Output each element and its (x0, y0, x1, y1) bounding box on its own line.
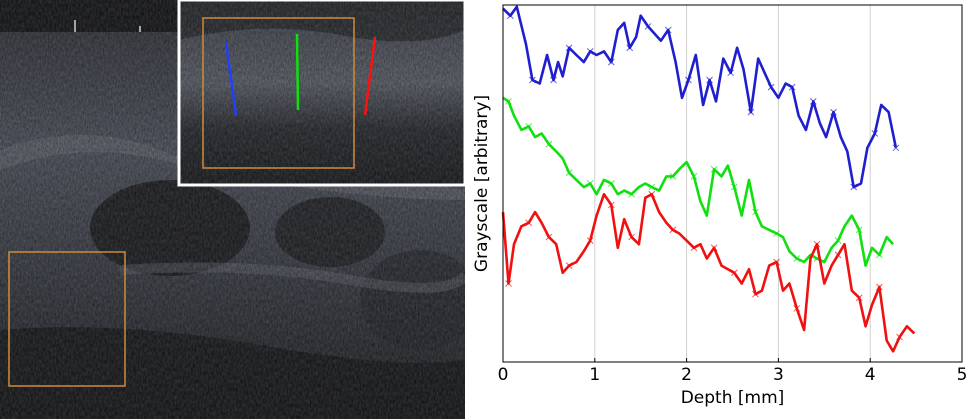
grayscale-profile-chart: 0 1 2 3 4 5 Depth [mm] Grayscale [arbitrary] (472, 4, 968, 408)
series-marker-1 (525, 123, 533, 130)
series-marker-1 (855, 226, 863, 234)
series-layer (501, 5, 916, 353)
series-marker-2 (628, 233, 635, 241)
series-marker-1 (669, 173, 677, 180)
series-marker-1 (648, 183, 656, 191)
series-marker-0 (664, 26, 672, 34)
series-marker-2 (876, 283, 883, 291)
series-marker-0 (706, 76, 713, 84)
series-marker-2 (505, 280, 512, 287)
series-marker-0 (565, 44, 573, 52)
x-tick-label: 5 (957, 365, 968, 385)
series-marker-2 (710, 244, 718, 252)
series-marker-1 (793, 255, 801, 262)
x-tick-label: 3 (773, 365, 784, 385)
y-axis-label: Grayscale [arbitrary] (472, 95, 492, 272)
series-marker-2 (834, 251, 842, 259)
profile-line-blue (224, 41, 238, 116)
x-tick-label: 4 (865, 365, 876, 385)
series-marker-0 (850, 183, 858, 191)
series-marker-0 (626, 44, 634, 52)
series-marker-2 (730, 269, 738, 277)
x-axis-label: Depth [mm] (681, 388, 785, 408)
series-marker-0 (830, 108, 837, 116)
series-marker-1 (773, 230, 780, 237)
series-marker-0 (586, 48, 594, 55)
series-marker-1 (752, 208, 759, 216)
profile-line-green (295, 33, 300, 111)
x-tick-label: 2 (681, 365, 692, 385)
series-line-1 (502, 96, 895, 267)
series-marker-1 (628, 190, 635, 198)
series-marker-1 (607, 180, 615, 187)
inset-magnified-view (177, 0, 465, 187)
plot-frame (502, 4, 963, 363)
series-marker-2 (586, 237, 594, 244)
series-marker-1 (586, 180, 594, 187)
series-marker-0 (809, 98, 817, 105)
series-marker-1 (834, 237, 842, 244)
series-marker-2 (896, 333, 903, 341)
series-marker-0 (506, 12, 514, 20)
ultrasound-image (0, 0, 465, 419)
series-marker-0 (685, 76, 692, 84)
inset-roi-box (202, 17, 355, 169)
roi-box (8, 251, 126, 387)
series-marker-0 (788, 83, 796, 91)
series-marker-1 (710, 165, 718, 173)
profile-line-red (363, 36, 377, 116)
series-marker-1 (565, 169, 573, 177)
series-marker-2 (525, 219, 533, 227)
series-marker-2 (813, 240, 821, 248)
series-marker-0 (871, 130, 879, 137)
series-marker-2 (690, 244, 698, 252)
series-marker-0 (529, 76, 536, 84)
x-tick-label: 1 (589, 365, 600, 385)
series-marker-2 (855, 294, 863, 302)
series-marker-0 (644, 23, 652, 30)
series-marker-1 (876, 251, 883, 259)
series-marker-2 (752, 290, 759, 298)
series-marker-2 (773, 258, 780, 266)
series-marker-2 (648, 190, 656, 198)
series-marker-0 (727, 69, 735, 77)
series-marker-2 (793, 305, 801, 312)
series-marker-1 (690, 173, 698, 180)
series-marker-0 (892, 144, 900, 152)
series-marker-1 (505, 98, 512, 105)
series-marker-1 (730, 183, 738, 191)
x-tick-label: 0 (498, 365, 509, 385)
series-marker-2 (545, 233, 553, 241)
series-line-0 (502, 5, 898, 189)
series-marker-1 (545, 140, 553, 148)
series-marker-2 (607, 201, 615, 209)
x-ticks: 0 1 2 3 4 5 (498, 358, 968, 385)
series-marker-2 (669, 226, 677, 234)
series-marker-0 (550, 76, 557, 84)
series-marker-2 (565, 262, 573, 269)
grid-lines (594, 5, 871, 362)
series-marker-0 (607, 58, 615, 66)
series-marker-0 (747, 108, 755, 116)
series-marker-0 (767, 83, 775, 91)
